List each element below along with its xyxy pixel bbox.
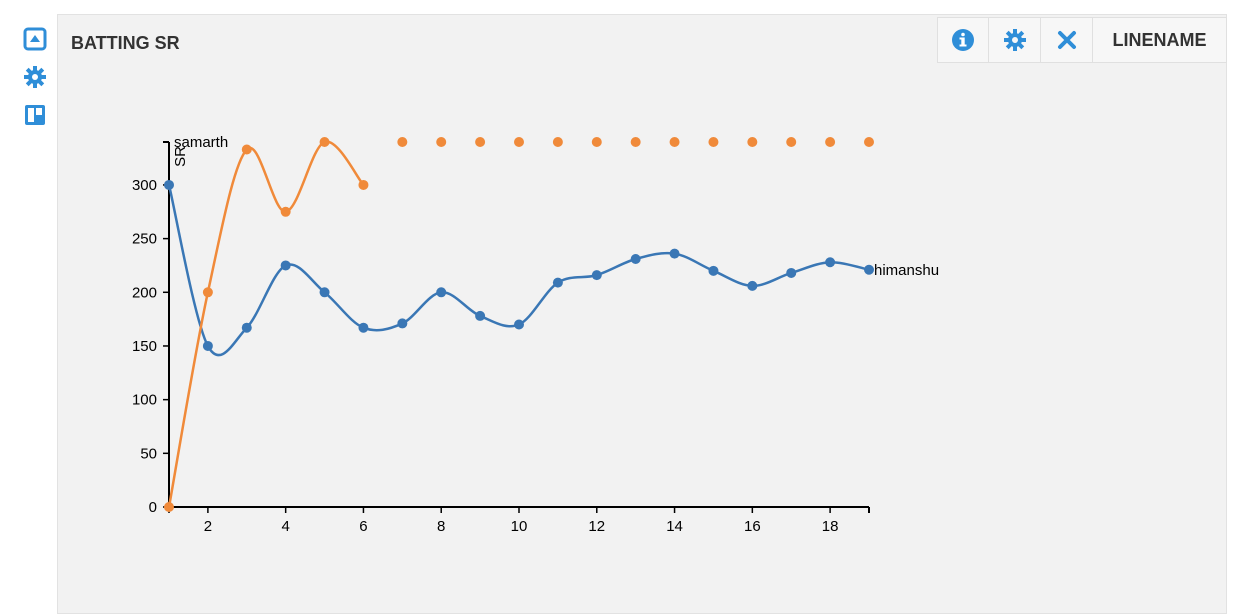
settings-button[interactable] [989,17,1041,63]
data-point-himanshu [786,267,797,278]
data-point-samarth [864,137,874,147]
info-button[interactable] [937,17,989,63]
side-settings-button[interactable] [20,62,50,92]
series-line-samarth [167,140,365,508]
data-point-samarth [669,137,680,147]
data-point-himanshu [202,340,213,351]
data-point-samarth [552,137,563,147]
y-tick-label: 200 [132,284,157,301]
x-tick-label: 2 [204,518,212,535]
data-point-samarth [825,137,836,147]
x-tick-label: 10 [511,518,528,535]
data-point-himanshu [358,322,369,333]
data-point-samarth [358,179,369,190]
data-point-samarth [280,206,291,217]
data-point-himanshu [591,270,602,281]
data-point-himanshu [241,322,252,333]
data-point-himanshu [514,319,524,330]
data-point-himanshu [747,280,758,291]
layout-button[interactable] [20,100,50,130]
data-point-himanshu [436,287,447,298]
data-point-himanshu [397,318,408,329]
y-tick-label: 0 [149,499,157,516]
y-tick-label: 50 [140,445,157,462]
series-label-samarth: samarth [174,134,228,151]
layout-icon [25,105,45,125]
y-tick-label: 150 [132,338,157,355]
panel-toggle-icon [23,27,47,51]
x-tick-label: 6 [359,518,367,535]
x-tick-label: 4 [281,518,289,535]
data-point-himanshu [669,248,680,259]
data-point-himanshu [164,179,174,190]
data-point-samarth [514,137,524,147]
panel-toggle-button[interactable] [20,24,50,54]
data-point-samarth [786,137,797,147]
info-icon [952,29,974,51]
data-point-himanshu [630,254,641,265]
y-tick-label: 300 [132,177,157,194]
y-tick-label: 100 [132,392,157,409]
close-button[interactable] [1041,17,1093,63]
data-point-samarth [436,137,447,147]
x-tick-label: 18 [822,518,839,535]
data-point-himanshu [280,260,291,271]
series-line-himanshu [167,184,870,357]
data-point-samarth [475,137,486,147]
data-point-samarth [164,502,174,512]
gear-icon [1003,29,1026,51]
data-point-himanshu [319,287,330,298]
data-point-samarth [202,287,213,298]
data-point-himanshu [552,277,563,288]
y-tick-label: 250 [132,231,157,248]
y-axis-title: SR [172,146,189,167]
linename-button[interactable]: LINENAME [1093,17,1227,63]
data-point-himanshu [864,264,874,275]
data-point-himanshu [825,257,836,268]
data-point-himanshu [475,310,486,321]
panel-actions: LINENAME [937,17,1227,65]
data-point-samarth [241,144,252,155]
data-point-samarth [708,137,719,147]
close-icon [1057,31,1076,49]
series-label-himanshu: himanshu [874,262,939,279]
data-point-samarth [630,137,641,147]
gear-icon [24,66,46,88]
data-point-samarth [747,137,758,147]
data-point-samarth [397,137,408,147]
x-tick-label: 14 [666,518,683,535]
data-point-himanshu [708,265,719,276]
panel-title: BATTING SR [71,33,180,53]
side-toolbar [20,24,50,138]
x-tick-label: 8 [437,518,445,535]
data-point-samarth [319,137,330,147]
line-chart: 0 50 100 150 200 250 300 2 4 6 8 10 12 14 16 18 SR himans… [132,134,939,535]
data-point-samarth [591,137,602,147]
x-tick-label: 12 [588,518,605,535]
x-tick-label: 16 [744,518,761,535]
